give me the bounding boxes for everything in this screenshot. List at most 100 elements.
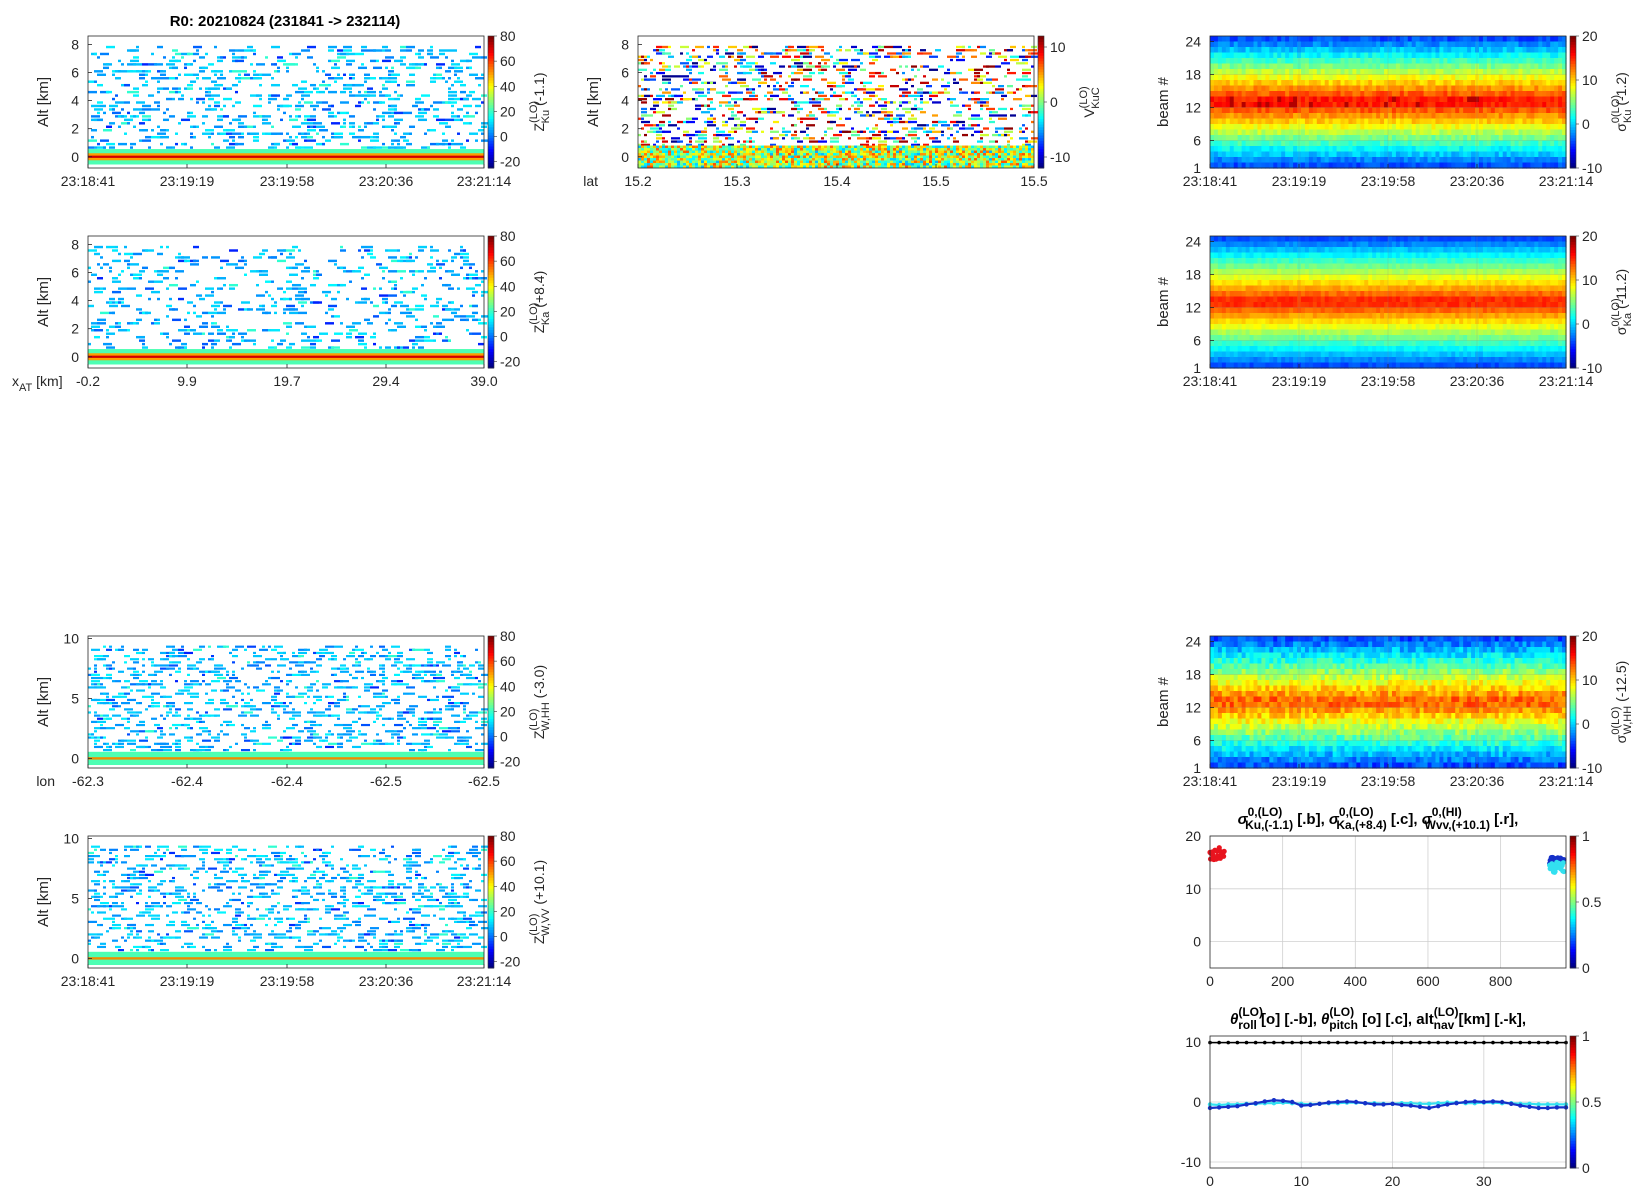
p_zka-colorbar-tick: -20 xyxy=(500,354,520,370)
p_zwhh-colorbar-tick: 0 xyxy=(500,729,508,745)
p_zwvv-xtick: 23:18:41 xyxy=(61,973,116,989)
p_sku-ytick: 6 xyxy=(1193,133,1201,149)
p_zku-ytick: 0 xyxy=(71,149,79,165)
p_zka-xtick: 19.7 xyxy=(273,373,300,389)
p_zku-colorbar-tick: 40 xyxy=(500,78,516,94)
p_zku-colorbar-tick: 0 xyxy=(500,129,508,145)
p_zku-ytick: 8 xyxy=(71,36,79,52)
p_ska-xtick: 23:21:14 xyxy=(1539,373,1594,389)
p_swhh-ytick: 6 xyxy=(1193,733,1201,749)
p_sku-colorbar-tick: 10 xyxy=(1582,72,1598,88)
p_attitude-point xyxy=(1472,1040,1477,1045)
p_zwhh-ytick: 10 xyxy=(63,630,79,646)
p_zka-xtick: 29.4 xyxy=(372,373,399,389)
p_zka-ytick: 2 xyxy=(71,321,79,337)
p_attitude-point xyxy=(1280,1098,1286,1104)
p_attitude-point xyxy=(1271,1098,1277,1103)
p_attitude-point xyxy=(1409,1040,1413,1045)
p_sku-xtick: 23:21:14 xyxy=(1539,173,1594,189)
p_ska-ytick: 6 xyxy=(1193,333,1201,349)
p_zku-ytick: 6 xyxy=(71,65,79,81)
p_swhh-xtick: 23:18:41 xyxy=(1183,773,1238,789)
p_zwhh-xtick: -62.4 xyxy=(271,773,303,789)
p_sku-ytick: 18 xyxy=(1185,67,1201,83)
p_ska-xtick: 23:18:41 xyxy=(1183,373,1238,389)
p_sku-ytick: 24 xyxy=(1185,34,1201,50)
p_sku-colorbar-tick: 0 xyxy=(1582,116,1590,132)
p_sigma_line-xtick: 0 xyxy=(1206,973,1214,989)
p_ska-xtick: 23:19:58 xyxy=(1361,373,1416,389)
p_sigma_line-title: σ0,(LO) Ku,(-1.1) [.b], σ0,(LO) Ka,(+8.4) … xyxy=(1238,805,1519,832)
p_attitude-point xyxy=(1372,1040,1377,1045)
p_zku-colorbar: 80 60 40 20 0 -20 xyxy=(487,28,520,170)
p_zwvv-colorbar-tick: 60 xyxy=(500,853,516,869)
p_attitude-point xyxy=(1308,1102,1313,1108)
p_zwhh-axes-box xyxy=(87,635,485,769)
p_vku-ytick: 6 xyxy=(621,65,629,81)
p_vku-axes-box xyxy=(637,35,1035,169)
p_swhh-colorbar: 20 10 0 -10 xyxy=(1569,628,1602,776)
p_attitude-point xyxy=(1426,1105,1432,1111)
p_sku-ylabel: beam # xyxy=(1155,76,1172,127)
p_swhh-colorbar-tick: 20 xyxy=(1582,628,1598,644)
p_sigma_line-colorbar: 10.50 xyxy=(1569,828,1602,976)
p_swhh-xtick: 23:20:36 xyxy=(1450,773,1505,789)
p_zka-colorbar: 80 60 40 20 0 -20 xyxy=(487,228,520,370)
p_attitude-point xyxy=(1536,1105,1541,1111)
p_attitude-colorbar-tick: 0 xyxy=(1582,1160,1590,1176)
p_attitude-colorbar: 10.50 xyxy=(1569,1028,1602,1176)
p_attitude-point xyxy=(1418,1040,1422,1045)
p_zka-xtick: -0.2 xyxy=(76,373,100,389)
p_zku-xtick: 23:20:36 xyxy=(359,173,414,189)
p_sku-xtick: 23:19:19 xyxy=(1272,173,1327,189)
p_ska-xtick: 23:19:19 xyxy=(1272,373,1327,389)
p_sigma_line-point xyxy=(1221,853,1227,859)
p_vku-heatmap xyxy=(638,45,1040,169)
p_zwvv-heatmap xyxy=(88,845,490,965)
p_sku-heatmap xyxy=(1210,36,1567,169)
p_sku-ytick: 1 xyxy=(1193,160,1201,176)
p_swhh-heatmap xyxy=(1210,636,1567,769)
p_zwhh-colorbar-label: Z(LO)W,HH (-3.0) xyxy=(528,665,552,739)
p_attitude-point xyxy=(1408,1103,1414,1108)
p_zka-heatmap xyxy=(88,245,490,365)
p_ska-ytick: 18 xyxy=(1185,267,1201,283)
p_attitude-point xyxy=(1299,1040,1304,1045)
p_zwvv-ytick: 0 xyxy=(71,950,79,966)
p_attitude-point xyxy=(1289,1099,1295,1105)
p_vku-colorbar-label: V(LO)KuC xyxy=(1078,86,1102,117)
p_vku-colorbar-tick: 0 xyxy=(1050,94,1058,110)
p_sigma_line-colorbar-tick: 1 xyxy=(1582,828,1590,844)
p_attitude-point xyxy=(1235,1104,1240,1109)
p_attitude-xtick: 10 xyxy=(1293,1173,1309,1189)
p_zwhh-colorbar-tick: 60 xyxy=(500,653,516,669)
p_ska-colorbar-tick: 10 xyxy=(1582,272,1598,288)
svg-text:Z(LO)Ku (-1.1): Z(LO)Ku (-1.1) xyxy=(528,73,552,132)
p_attitude-point xyxy=(1390,1101,1395,1107)
p_attitude-point xyxy=(1499,1099,1505,1105)
p_sigma_line-axes-box xyxy=(1209,835,1567,969)
p_swhh-xtick: 23:19:58 xyxy=(1361,773,1416,789)
p_attitude-ytick: 0 xyxy=(1193,1094,1201,1110)
p_sigma_line-xtick: 400 xyxy=(1344,973,1368,989)
p_swhh-colorbar-tick: 10 xyxy=(1582,672,1598,688)
p_sigma_line-point xyxy=(1216,845,1222,851)
svg-text:Z(LO)W,HH (-3.0): Z(LO)W,HH (-3.0) xyxy=(528,665,552,739)
p_zka-colorbar-tick: 80 xyxy=(500,228,516,244)
p_zka-ytick: 8 xyxy=(71,236,79,252)
p_swhh-ytick: 18 xyxy=(1185,667,1201,683)
p_attitude-point xyxy=(1536,1102,1541,1107)
p_attitude-point xyxy=(1272,1040,1276,1045)
p_zwhh-ytick: 0 xyxy=(71,750,79,766)
p_attitude-series-black xyxy=(1208,1040,1568,1045)
p_sigma_line-grid xyxy=(1210,835,1566,968)
p_attitude-point xyxy=(1545,1105,1550,1111)
p_zwvv-colorbar: 80 60 40 20 0 -20 xyxy=(487,828,520,970)
p_sigma_line-xtick: 600 xyxy=(1416,973,1440,989)
p_zwhh-colorbar-tick: 80 xyxy=(500,628,516,644)
p_attitude-point xyxy=(1262,1099,1267,1104)
p_sku-xtick: 23:20:36 xyxy=(1450,173,1505,189)
p_attitude-point xyxy=(1317,1101,1322,1107)
p_sku-colorbar: 20 10 0 -10 xyxy=(1569,28,1602,176)
p_attitude-point xyxy=(1326,1040,1331,1045)
